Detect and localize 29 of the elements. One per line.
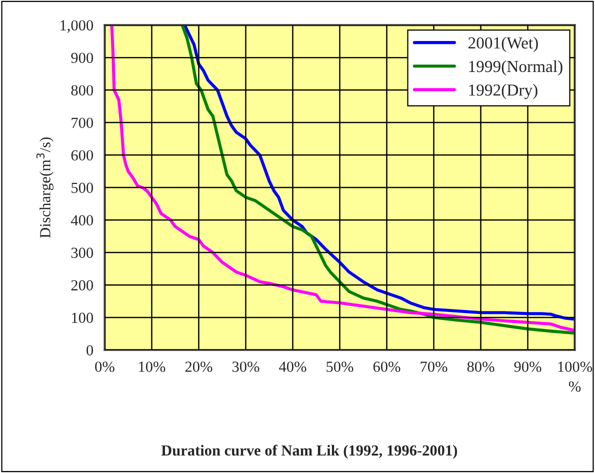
text: Duration curve of Nam Lik (1992, 1996-2001) [161,444,458,459]
y-tick-label: 0 [86,345,94,356]
x-axis-title: % [568,381,581,392]
legend-label: 1999(Normal) [469,60,562,76]
x-tick-label: 40% [279,362,306,372]
y-tick-label: 300 [71,248,94,258]
x-tick-label: 60% [373,362,400,372]
y-tick-label: 400 [70,215,94,226]
legend-label: 1992(Dry) [469,84,538,100]
x-tick-label: 0% [95,362,114,372]
legend-label: 2001(Wet) [468,36,538,52]
x-tick-label: 30% [232,362,260,372]
y-tick-label: 700 [72,118,94,128]
y-tick-label: 1,000 [60,20,94,33]
y-tick-label: 500 [72,182,94,193]
y-tick-label: 800 [71,85,94,96]
x-tick-label: 100% [558,362,592,372]
y-tick-label: 100 [72,312,94,323]
x-tick-label: 10% [139,362,166,372]
y-tick-label: 200 [71,280,94,290]
x-tick-label: 80% [467,362,494,372]
y-tick-label: 600 [71,150,94,160]
x-tick-label: 20% [185,362,212,372]
x-tick-label: 50% [326,362,354,372]
x-tick-label: 70% [420,362,448,372]
line-series [110,25,575,332]
y-axis-title: Discharge(m$^{3}$/s) [36,137,54,238]
x-tick-label: 90% [514,362,542,372]
y-tick-label: 900 [71,52,94,64]
